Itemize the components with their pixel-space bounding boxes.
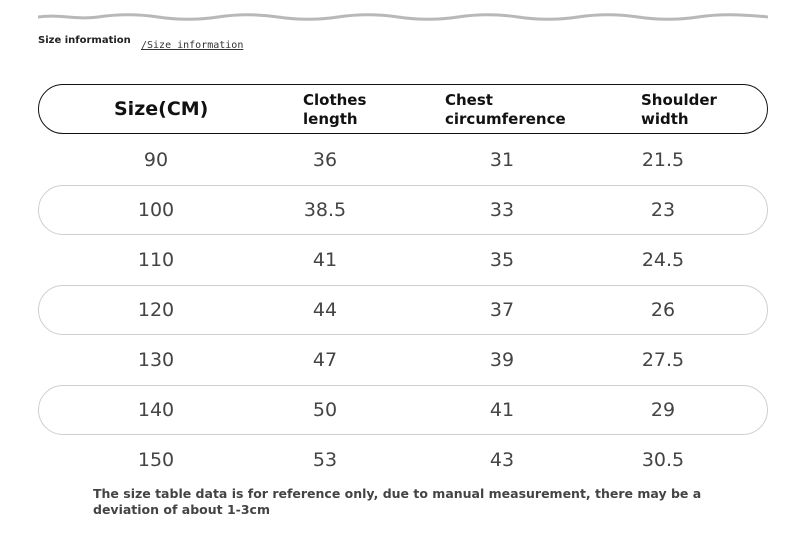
cell-chest: 37	[489, 299, 515, 321]
disclaimer-note: The size table data is for reference onl…	[93, 486, 702, 517]
section-subtitle: /Size information	[141, 40, 244, 51]
table-row: 90 36 31 21.5	[38, 135, 768, 185]
row-pill-outline	[38, 185, 768, 235]
table-row: 100 38.5 33 23	[38, 185, 768, 235]
cell-size: 140	[137, 399, 175, 421]
row-pill-outline	[38, 385, 768, 435]
header-clothes-length: Clothes length	[303, 91, 367, 128]
table-row: 130 47 39 27.5	[38, 335, 768, 385]
table-row: 150 53 43 30.5	[38, 435, 768, 485]
cell-chest: 33	[489, 199, 515, 221]
cell-clothes-length: 47	[312, 349, 338, 371]
cell-chest: 39	[489, 349, 515, 371]
cell-shoulder: 24.5	[641, 249, 685, 271]
header-size: Size(CM)	[114, 98, 209, 120]
cell-clothes-length: 44	[312, 299, 338, 321]
cell-size: 150	[137, 449, 175, 471]
cell-size: 130	[137, 349, 175, 371]
cell-shoulder: 21.5	[641, 149, 685, 171]
cell-size: 100	[137, 199, 175, 221]
cell-shoulder: 23	[650, 199, 676, 221]
cell-clothes-length: 36	[312, 149, 338, 171]
cell-shoulder: 27.5	[641, 349, 685, 371]
wavy-divider	[38, 13, 768, 21]
cell-size: 110	[137, 249, 175, 271]
cell-chest: 41	[489, 399, 515, 421]
cell-chest: 35	[489, 249, 515, 271]
size-table-body: 90 36 31 21.5 100 38.5 33 23 110 41 35 2…	[38, 135, 768, 485]
table-row: 140 50 41 29	[38, 385, 768, 435]
header-chest-circumference: Chest circumference	[445, 91, 566, 128]
table-row: 110 41 35 24.5	[38, 235, 768, 285]
cell-chest: 43	[489, 449, 515, 471]
cell-clothes-length: 53	[312, 449, 338, 471]
cell-shoulder: 26	[650, 299, 676, 321]
cell-size: 120	[137, 299, 175, 321]
cell-size: 90	[143, 149, 169, 171]
cell-clothes-length: 41	[312, 249, 338, 271]
cell-shoulder: 29	[650, 399, 676, 421]
cell-clothes-length: 50	[312, 399, 338, 421]
cell-chest: 31	[489, 149, 515, 171]
table-header: Size(CM) Clothes length Chest circumfere…	[38, 84, 768, 134]
header-shoulder-width: Shoulder width	[641, 91, 717, 128]
cell-shoulder: 30.5	[641, 449, 685, 471]
table-row: 120 44 37 26	[38, 285, 768, 335]
cell-clothes-length: 38.5	[303, 199, 347, 221]
section-title: Size information	[38, 35, 131, 46]
row-pill-outline	[38, 285, 768, 335]
